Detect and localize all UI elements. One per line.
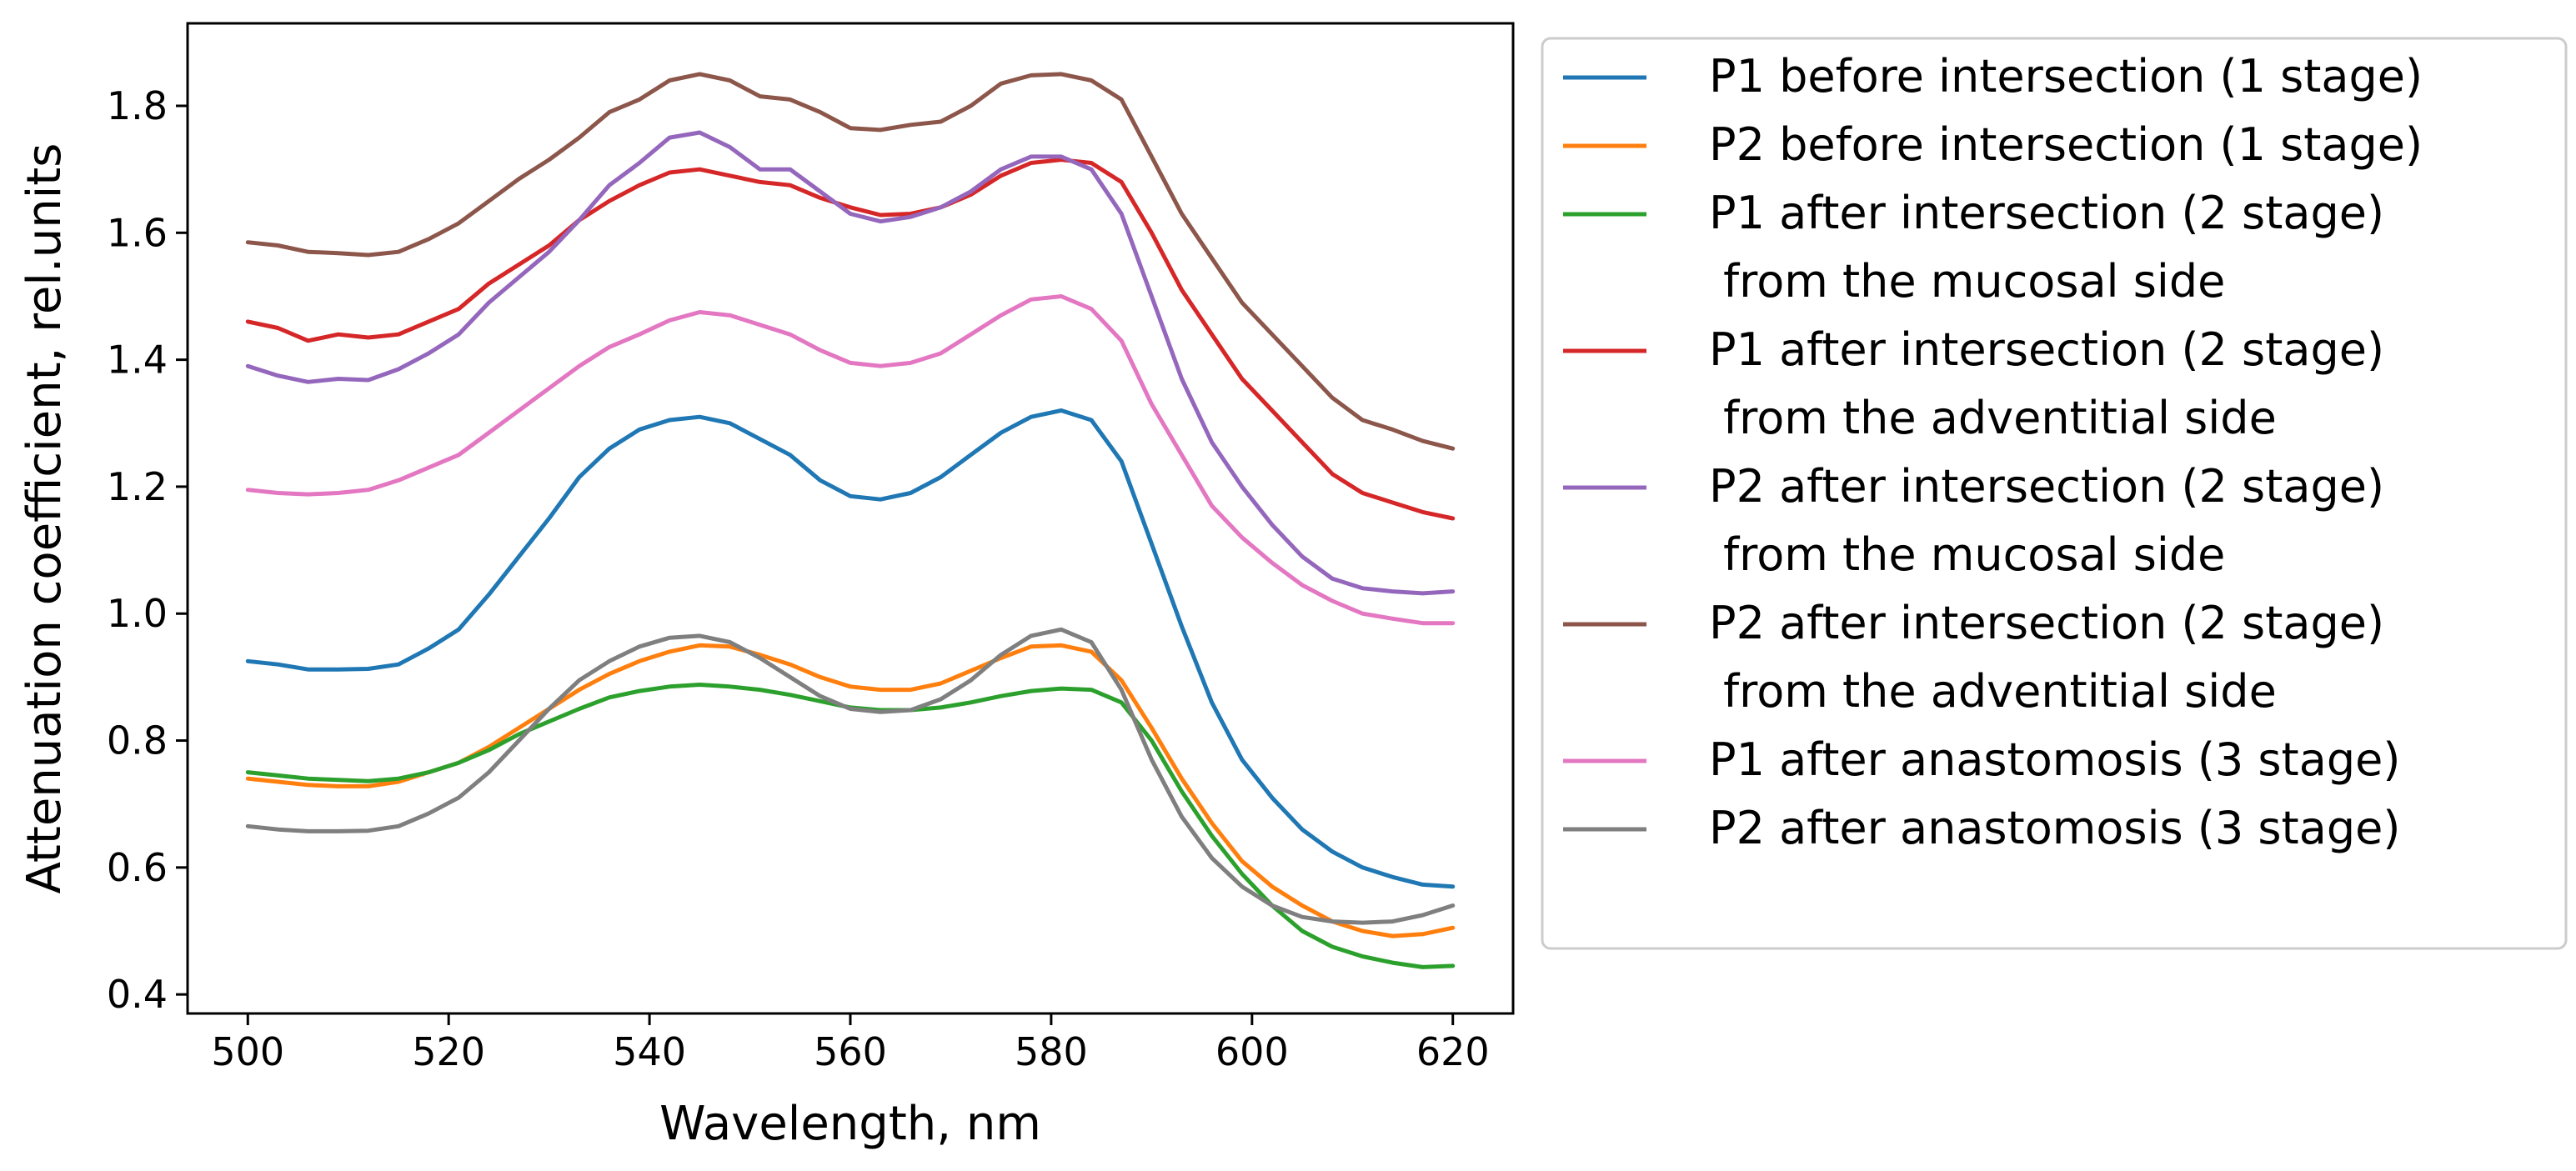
legend-label-3-line-1: P1 after intersection (2 stage)	[1709, 187, 2384, 239]
legend-label-8-line-1: P2 after anastomosis (3 stage)	[1709, 802, 2400, 854]
x-tick-label-580: 580	[1015, 1029, 1088, 1074]
series-line-4-p1-after-intersection-2-stage-from-the-adventitial-side	[245, 158, 1456, 521]
legend-label-2-line-1: P2 before intersection (1 stage)	[1709, 118, 2423, 171]
legend-label-6-line-1: P2 after intersection (2 stage)	[1709, 597, 2384, 649]
x-tick-label-500: 500	[211, 1029, 284, 1074]
legend-label-3-line-2: from the mucosal side	[1709, 255, 2225, 308]
y-tick-label-1-6: 1.6	[107, 210, 168, 255]
y-tick-label-0-4: 0.4	[107, 972, 168, 1017]
y-tick-label-0-6: 0.6	[107, 845, 168, 890]
x-tick-label-520: 520	[412, 1029, 485, 1074]
legend-label-6-line-2: from the adventitial side	[1709, 665, 2277, 718]
legend-label-4-line-1: P1 after intersection (2 stage)	[1709, 323, 2384, 376]
y-axis-ticks: 0.4 0.6 0.8 1.0 1.2 1.4 1.6 1.8	[107, 83, 188, 1017]
y-tick-label-1-8: 1.8	[107, 83, 168, 128]
series-line-8-p2-after-anastomosis-3-stage	[245, 627, 1456, 925]
y-tick-label-0-8: 0.8	[107, 718, 168, 763]
x-axis-ticks: 500 520 540 560 580 600 620	[211, 1013, 1490, 1074]
series-line-1-p1-before-intersection-1-stage	[245, 408, 1456, 889]
x-tick-label-560: 560	[814, 1029, 887, 1074]
x-tick-label-540: 540	[613, 1029, 686, 1074]
series-line-6-p2-after-intersection-2-stage-from-the-adventitial-side	[245, 72, 1456, 451]
legend-label-4-line-2: from the adventitial side	[1709, 392, 2277, 444]
legend-label-5-line-2: from the mucosal side	[1709, 528, 2225, 581]
legend-label-1-line-1: P1 before intersection (1 stage)	[1709, 50, 2423, 103]
legend: P1 before intersection (1 stage) P2 befor…	[1541, 37, 2568, 950]
y-tick-label-1-4: 1.4	[107, 338, 168, 383]
series-line-5-p2-after-intersection-2-stage-from-the-mucosal-side	[245, 130, 1456, 596]
y-axis-title: Attenuation coefficient, rel.units	[18, 143, 72, 894]
y-tick-label-1-2: 1.2	[107, 464, 168, 509]
x-axis-title: Wavelength, nm	[659, 1097, 1041, 1151]
series-line-7-p1-after-anastomosis-3-stage	[245, 294, 1456, 626]
y-tick-label-1: 1.0	[107, 591, 168, 636]
legend-frame	[1541, 37, 2568, 950]
x-tick-label-600: 600	[1215, 1029, 1289, 1074]
x-tick-label-620: 620	[1416, 1029, 1490, 1074]
plot-lines	[245, 72, 1456, 969]
legend-label-5-line-1: P2 after intersection (2 stage)	[1709, 460, 2384, 513]
legend-label-7-line-1: P1 after anastomosis (3 stage)	[1709, 733, 2400, 786]
